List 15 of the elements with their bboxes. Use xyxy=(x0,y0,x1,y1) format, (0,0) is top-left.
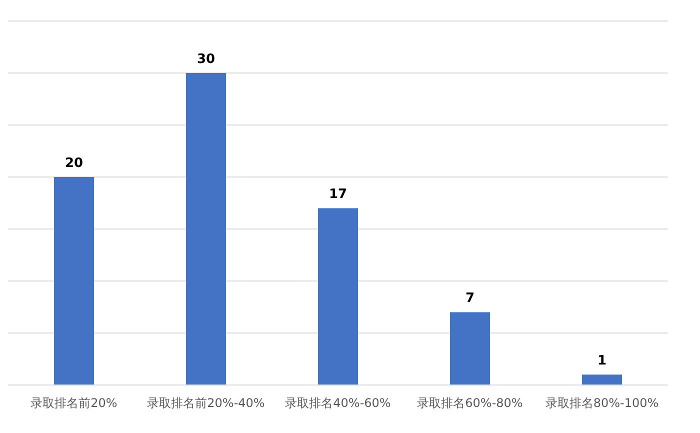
data-label: 30 xyxy=(196,52,216,67)
x-tick-label: 录取排名80%-100% xyxy=(545,396,659,410)
data-label: 20 xyxy=(64,156,84,171)
data-label: 1 xyxy=(597,354,607,369)
data-label: 7 xyxy=(465,291,475,306)
bar xyxy=(582,374,622,385)
bar xyxy=(318,208,358,385)
x-tick-label: 录取排名40%-60% xyxy=(285,396,391,410)
x-tick-label: 录取排名前20% xyxy=(30,396,118,410)
bar xyxy=(54,177,94,385)
x-tick-label: 录取排名前20%-40% xyxy=(147,396,265,410)
bar xyxy=(186,73,226,385)
x-tick-label: 录取排名60%-80% xyxy=(417,396,523,410)
data-label: 17 xyxy=(328,187,348,202)
bar xyxy=(450,312,490,385)
